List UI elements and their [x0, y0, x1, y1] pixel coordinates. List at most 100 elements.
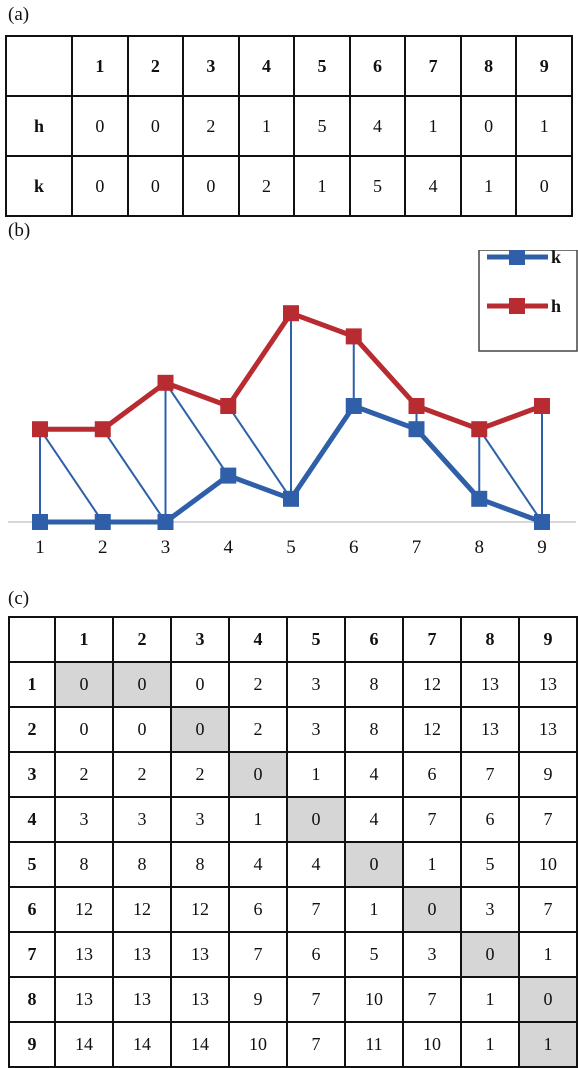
table-cell: 0 [126, 95, 185, 157]
series-k-point [157, 514, 174, 530]
shaded-cell: 1 [518, 1021, 578, 1068]
column-header: 5 [293, 35, 351, 97]
series-h-point [408, 398, 425, 414]
series-k-point [220, 467, 237, 484]
table-cell: 2 [228, 661, 288, 708]
column-header: 8 [459, 35, 518, 97]
series-h-point [283, 305, 299, 322]
legend-box [478, 250, 578, 352]
alignment-link [227, 405, 292, 500]
column-header: 1 [54, 616, 114, 663]
x-tick-label: 6 [349, 537, 359, 558]
table-cell: 1 [515, 95, 573, 157]
panel-label-a: (a) [8, 4, 30, 25]
series-k-point [32, 514, 48, 530]
alignment-link [39, 428, 104, 523]
x-tick-label: 8 [475, 537, 485, 558]
corner-cell [8, 616, 56, 663]
x-tick-label: 7 [412, 537, 422, 558]
table-cell: 2 [237, 155, 296, 217]
table-cell: 10 [228, 1021, 288, 1068]
x-tick-label: 5 [286, 537, 296, 558]
table-cell: 7 [402, 796, 462, 843]
series-k-point [283, 490, 299, 507]
table-cell: 13 [54, 931, 114, 978]
table-cell: 7 [518, 886, 578, 933]
table-cell: 2 [228, 706, 288, 753]
table-cell: 5 [348, 155, 407, 217]
table-row: 7 13 13 13 7 6 5 3 0 1 [8, 931, 578, 978]
column-header: 7 [402, 616, 462, 663]
x-tick-label: 2 [98, 537, 108, 558]
table-cell: 12 [54, 886, 114, 933]
table-cell: 13 [112, 976, 172, 1023]
table-row: 9 14 14 14 10 7 11 10 1 1 [8, 1021, 578, 1068]
row-header: 7 [8, 931, 56, 978]
column-header: 2 [112, 616, 172, 663]
table-cell: 13 [518, 661, 578, 708]
x-tick-label: 9 [537, 537, 547, 558]
table-cell: 6 [286, 931, 346, 978]
table-cell: 13 [460, 706, 520, 753]
row-header: 8 [8, 976, 56, 1023]
table-cell: 7 [286, 886, 346, 933]
column-header: 5 [286, 616, 346, 663]
table-cell: 6 [402, 751, 462, 798]
legend-swatch-marker [509, 250, 525, 265]
table-cell: 0 [170, 661, 230, 708]
table-cell: 13 [518, 706, 578, 753]
table-cell: 3 [286, 706, 346, 753]
table-cell: 13 [54, 976, 114, 1023]
series-h-point [220, 398, 237, 414]
table-cell: 1 [460, 1021, 520, 1068]
series-h-point [157, 374, 174, 391]
shaded-cell: 0 [518, 976, 578, 1023]
table-cell: 3 [402, 931, 462, 978]
series-h-point [94, 421, 111, 438]
table-cell: 1 [237, 95, 296, 157]
shaded-cell: 0 [460, 931, 520, 978]
table-cell: 14 [54, 1021, 114, 1068]
series-k-point [471, 490, 488, 507]
table-cell: 1 [286, 751, 346, 798]
shaded-cell: 0 [112, 661, 172, 708]
series-h-point [345, 328, 362, 345]
table-cell: 7 [228, 931, 288, 978]
table-cell: 5 [344, 931, 404, 978]
table-cell: 0 [71, 95, 129, 157]
table-cell: 3 [286, 661, 346, 708]
column-header: 4 [237, 35, 296, 97]
table-cell: 0 [126, 155, 185, 217]
table-cell: 7 [286, 1021, 346, 1068]
table-cell: 0 [112, 706, 172, 753]
table-cell: 4 [344, 796, 404, 843]
table-cell: 4 [404, 155, 462, 217]
table-cell: 4 [228, 841, 288, 888]
panel-label-b: (b) [8, 220, 31, 241]
table-cell: 4 [344, 751, 404, 798]
distance-matrix-table: 1 2 3 4 5 6 7 8 9 1 0 0 0 2 3 8 12 13 13 2 0 0 0 2 3 8 12 13 13 3 2 2 2 0… [8, 616, 578, 1068]
row-header: k [4, 155, 74, 217]
alignment-link [101, 428, 167, 523]
series-h-point [534, 398, 550, 414]
table-cell: 10 [344, 976, 404, 1023]
table-cell: 12 [112, 886, 172, 933]
table-cell: 8 [170, 841, 230, 888]
table-cell: 10 [402, 1021, 462, 1068]
table-cell: 1 [402, 841, 462, 888]
panel-label-c: (c) [8, 588, 30, 609]
table-cell: 6 [460, 796, 520, 843]
table-cell: 4 [348, 95, 407, 157]
table-cell: 7 [402, 976, 462, 1023]
column-header: 7 [404, 35, 462, 97]
table-cell: 1 [459, 155, 518, 217]
row-header: 4 [8, 796, 56, 843]
table-cell: 14 [112, 1021, 172, 1068]
table-row: 2 0 0 0 2 3 8 12 13 13 [8, 706, 578, 753]
corner-cell [4, 35, 74, 97]
table-cell: 8 [112, 841, 172, 888]
table-cell: 10 [518, 841, 578, 888]
